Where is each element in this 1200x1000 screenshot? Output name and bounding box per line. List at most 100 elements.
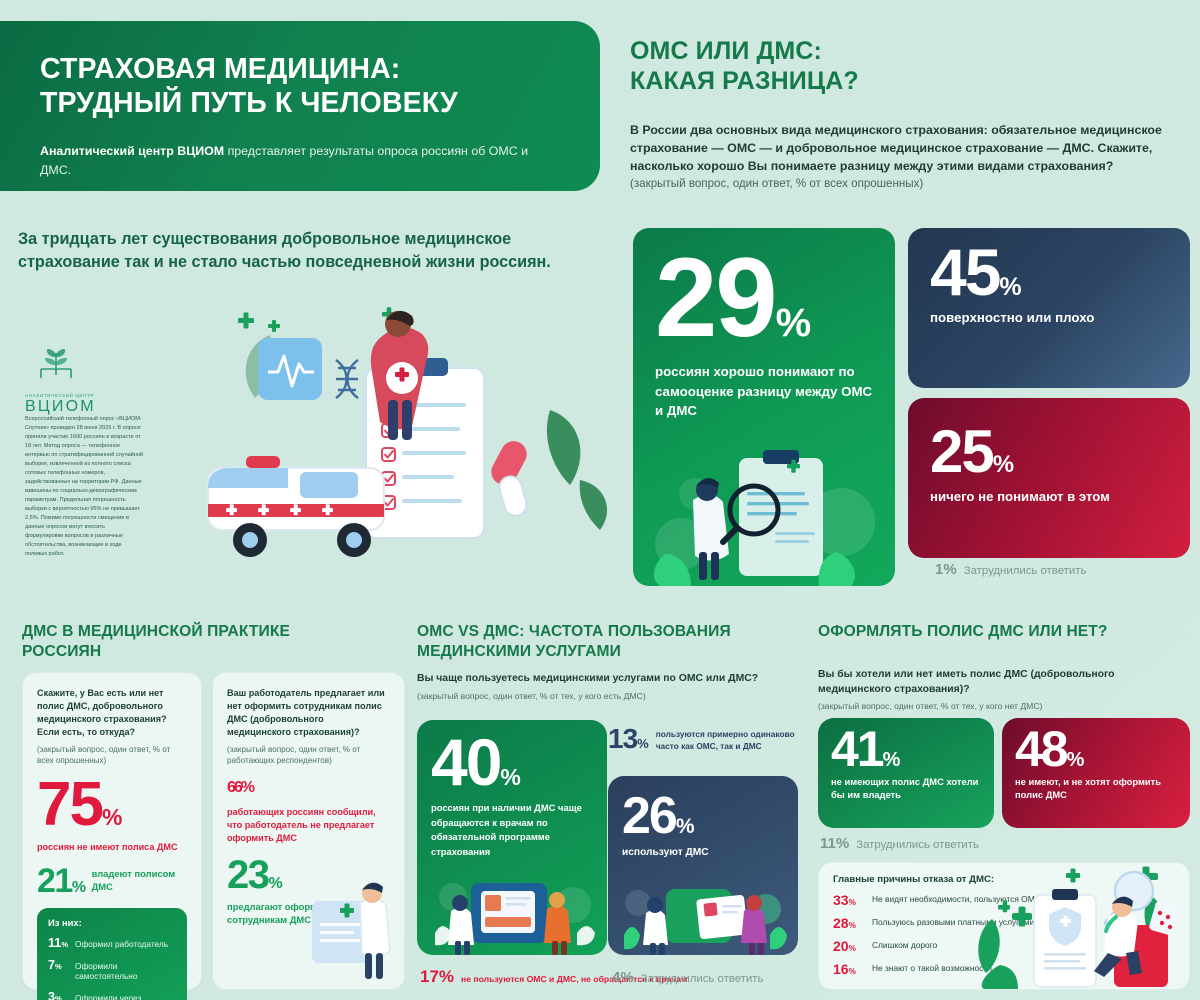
frequency-question: Вы чаще пользуетесь медицинскими услугам… bbox=[417, 673, 759, 684]
practice-card2-big-row: 66% bbox=[227, 779, 390, 797]
vciom-logo: АНАЛИТИЧЕСКИЙ ЦЕНТР ВЦИОМ bbox=[25, 345, 145, 416]
person-doctor bbox=[643, 897, 668, 955]
practice-card1-big-row: 75% bbox=[37, 774, 187, 836]
practice-card2-sub-pct: % bbox=[268, 875, 283, 893]
doctor-small bbox=[693, 478, 729, 580]
policy-dontwant-value-row: 48% bbox=[1015, 724, 1177, 774]
right-header: ОМС ИЛИ ДМС: КАКАЯ РАЗНИЦА? В России два… bbox=[630, 36, 1190, 190]
policy-footnote: 11% Затруднились ответить bbox=[820, 835, 979, 852]
understanding-tertiary-pct: % bbox=[992, 451, 1014, 478]
frequency-question-block: Вы чаще пользуетесь медицинскими услугам… bbox=[417, 672, 797, 701]
right-title-line1: ОМС ИЛИ ДМС: bbox=[630, 37, 822, 65]
practice-card1-sub-desc: владеют полисом ДМС bbox=[91, 868, 176, 892]
heartbeat-card bbox=[258, 338, 322, 400]
magnifier-icon bbox=[720, 483, 781, 545]
understanding-question-sub: (закрытый вопрос, один ответ, % от всех … bbox=[630, 177, 924, 191]
frequency-equal-value: 13 bbox=[608, 723, 638, 754]
policy-want-value: 41 bbox=[831, 721, 885, 777]
hero-lead: Аналитический центр ВЦИОМ представляет р… bbox=[40, 142, 560, 180]
practice-card2-big-value: 66 bbox=[227, 779, 243, 797]
policy-want-desc: не имеющих полис ДМС хотели бы им владет… bbox=[831, 776, 979, 800]
reason-label: Не знают о такой возможности bbox=[872, 963, 992, 974]
policy-want-pct: % bbox=[882, 749, 901, 771]
understanding-secondary-value: 45 bbox=[930, 235, 1001, 309]
reason-row: 28% Пользуюсь разовыми платными услугами bbox=[833, 915, 1175, 931]
vciom-logo-subtitle: АНАЛИТИЧЕСКИЙ ЦЕНТР bbox=[25, 393, 95, 398]
policy-question-block: Вы бы хотели или нет иметь полис ДМС (до… bbox=[818, 668, 1190, 711]
hero-title-line2: ТРУДНЫЙ ПУТЬ К ЧЕЛОВЕКУ bbox=[40, 86, 458, 119]
frequency-footnote: 4% Затруднились ответить bbox=[612, 969, 763, 986]
frequency-oms-pct: % bbox=[500, 764, 521, 790]
breakdown-row: 7% Оформили самостоятельно bbox=[48, 958, 176, 983]
reason-num: 28% bbox=[833, 915, 856, 931]
section-title-frequency: ОМС VS ДМС: ЧАСТОТА ПОЛЬЗОВАНИЯ МЕДИНСКИ… bbox=[417, 623, 731, 660]
understanding-footnote: 1% Затруднились ответить bbox=[935, 561, 1086, 578]
frequency-dms-value-row: 26% bbox=[622, 790, 784, 842]
frequency-oms-desc: россиян при наличии ДМС чаще обращаются … bbox=[431, 802, 582, 857]
frequency-equal-value-wrap: 13% bbox=[608, 723, 649, 754]
frequency-equal-block: 13% пользуются примерно одинаково часто … bbox=[608, 723, 808, 754]
understanding-secondary-desc: поверхностно или плохо bbox=[930, 310, 1095, 325]
breakdown-num: 7% bbox=[48, 957, 62, 972]
frequency-equal-desc: пользуются примерно одинаково часто как … bbox=[655, 729, 795, 751]
frequency-oms-value-row: 40% bbox=[431, 729, 593, 795]
page-title: СТРАХОВАЯ МЕДИЦИНА: ТРУДНЫЙ ПУТЬ К ЧЕЛОВ… bbox=[40, 53, 560, 120]
practice-card-1: Скажите, у Вас есть или нет полис ДМС, д… bbox=[22, 672, 202, 1000]
section-title-policy: ОФОРМЛЯТЬ ПОЛИС ДМС ИЛИ НЕТ? bbox=[818, 623, 1108, 640]
doctor-small-2 bbox=[359, 882, 391, 979]
person-patient bbox=[741, 895, 767, 955]
reason-num: 20% bbox=[833, 938, 856, 954]
section-title-practice: ДМС В МЕДИЦИНСКОЙ ПРАКТИКЕ РОССИЯН bbox=[22, 623, 290, 660]
reason-label: Не видят необходимости, пользуются ОМС bbox=[872, 894, 1041, 905]
pills-decor bbox=[491, 441, 528, 517]
policy-reasons-panel: Главные причины отказа от ДМС: 33% Не ви… bbox=[818, 862, 1190, 990]
intro-statement: За тридцать лет существования добровольн… bbox=[18, 230, 551, 271]
policy-want-card: 41% не имеющих полис ДМС хотели бы им вл… bbox=[818, 718, 994, 828]
understanding-secondary-value-row: 45% bbox=[930, 239, 1168, 305]
practice-card2-big-pct: % bbox=[240, 779, 255, 797]
ambulance bbox=[207, 456, 385, 557]
clipboard-small bbox=[739, 450, 823, 576]
frequency-equal-pct: % bbox=[637, 736, 649, 751]
policy-want-value-row: 41% bbox=[831, 724, 981, 774]
practice-card1-sub-value-wrap: 21% bbox=[37, 864, 86, 898]
right-title-line2: КАКАЯ РАЗНИЦА? bbox=[630, 67, 859, 95]
practice-card1-big-desc: россиян не имеют полиса ДМС bbox=[37, 841, 178, 852]
practice-card2-question-sub: (закрытый вопрос, один ответ, % от работ… bbox=[227, 744, 361, 766]
frequency-footnote-num: 4% bbox=[612, 969, 634, 986]
right-header-title: ОМС ИЛИ ДМС: КАКАЯ РАЗНИЦА? bbox=[630, 36, 1190, 96]
policy-dontwant-desc: не имеют, и не хотят оформить полис ДМС bbox=[1015, 776, 1162, 800]
understanding-secondary-card: 45% поверхностно или плохо bbox=[908, 228, 1190, 388]
reason-row: 20% Слишком дорого bbox=[833, 938, 1175, 954]
hero-banner: СТРАХОВАЯ МЕДИЦИНА: ТРУДНЫЙ ПУТЬ К ЧЕЛОВ… bbox=[0, 21, 600, 191]
practice-card1-question-sub: (закрытый вопрос, один ответ, % от всех … bbox=[37, 744, 171, 766]
policy-reasons-title: Главные причины отказа от ДМС: bbox=[833, 874, 995, 885]
practice-card1-breakdown-title: Из них: bbox=[48, 916, 82, 928]
vciom-tree-icon bbox=[40, 349, 72, 378]
practice-card1-breakdown: Из них: 11% Оформил работодатель 7% Офор… bbox=[37, 907, 187, 1000]
practice-card1-big-pct: % bbox=[101, 804, 122, 831]
practice-card1-sub-row: 21% владеют полисом ДМС bbox=[37, 864, 187, 898]
practice-card1-big-value: 75 bbox=[37, 770, 104, 840]
frequency-oms-value: 40 bbox=[431, 725, 502, 799]
understanding-tertiary-card: 25% ничего не понимают в этом bbox=[908, 398, 1190, 558]
practice-card2-question: Ваш работодатель предлагает или нет офор… bbox=[227, 688, 385, 737]
understanding-main-card: 29% россиян хорошо понимают по самооценк… bbox=[633, 228, 895, 586]
frequency-footnote-text: Затруднились ответить bbox=[640, 973, 764, 985]
policy-dontwant-card: 48% не имеют, и не хотят оформить полис … bbox=[1002, 718, 1190, 828]
plant-decor-2 bbox=[624, 927, 787, 950]
hero-illustration bbox=[150, 290, 620, 590]
doctor-figure bbox=[370, 310, 429, 440]
frequency-none-footnote: 17% не пользуются ОМС и ДМС, не обращают… bbox=[420, 967, 687, 987]
reason-row: 16% Не знают о такой возможности bbox=[833, 961, 1175, 977]
magnifier-doctor-illustration bbox=[653, 450, 875, 586]
practice-card2-sub-row: 23% bbox=[227, 855, 390, 895]
reason-label: Слишком дорого bbox=[872, 940, 938, 951]
methodology-text: Всероссийский телефонный опрос «ВЦИОМ-Сп… bbox=[25, 416, 144, 557]
frequency-oms-card: 40% россиян при наличии ДМС чаще обращаю… bbox=[417, 720, 607, 955]
breakdown-label: Оформили самостоятельно bbox=[75, 960, 138, 982]
understanding-main-value-row: 29% bbox=[655, 242, 873, 354]
frequency-none-num: 17% bbox=[420, 967, 455, 986]
policy-footnote-num: 11% bbox=[820, 835, 850, 852]
